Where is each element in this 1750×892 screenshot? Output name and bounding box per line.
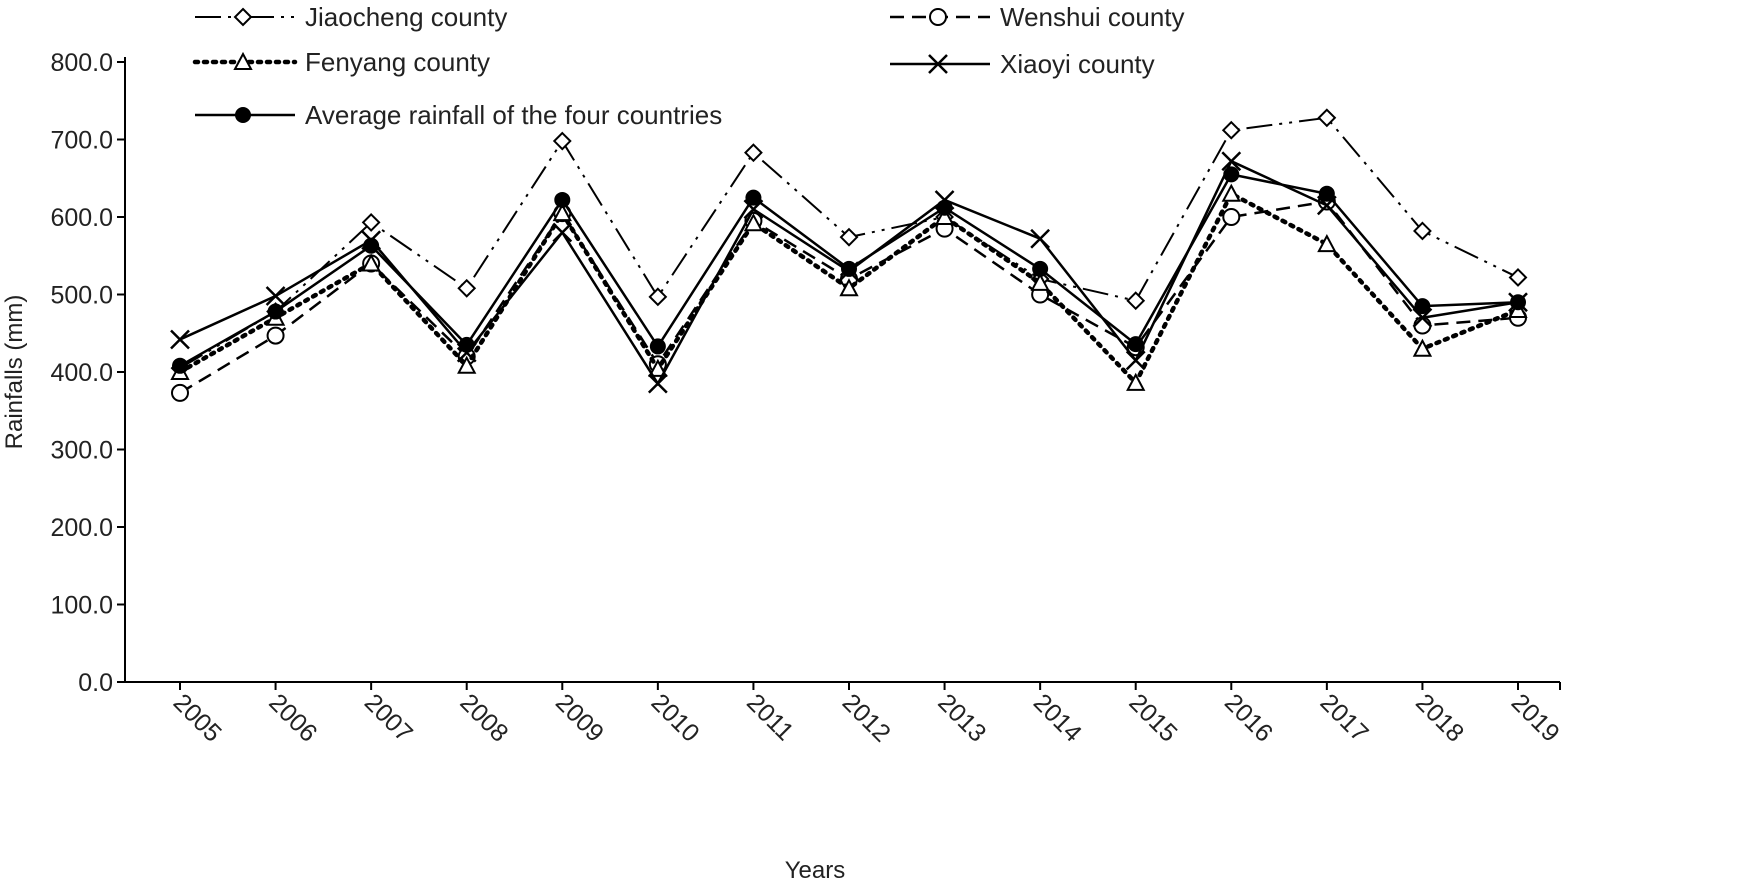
triangle-marker [1030,272,1050,291]
diamond-marker [552,131,572,151]
filled-circle-marker [745,189,762,206]
triangle-marker [648,358,668,377]
triangle-marker [361,253,381,272]
legend-label: Average rainfall of the four countries [305,100,722,130]
filled-circle-marker [235,107,251,123]
x-tick-label: 2016 [1219,688,1278,747]
legend-label: Xiaoyi county [1000,49,1155,79]
x-tick-label: 2019 [1506,688,1565,747]
legend-item: Average rainfall of the four countries [195,100,722,130]
triangle-marker [1126,372,1146,391]
filled-circle-marker [649,338,666,355]
triangle-marker [934,206,955,225]
x-tick-label: 2014 [1028,688,1087,747]
y-tick-label: 800.0 [50,49,113,77]
filled-circle-marker [1510,294,1526,311]
filled-circle-marker [1318,185,1335,202]
x-axis-label: Years [785,857,846,884]
filled-circle-marker [458,336,475,353]
legend-item: Jiaocheng county [195,2,507,32]
y-tick-label: 600.0 [50,204,113,232]
circle-marker [1222,208,1241,226]
diamond-marker [648,287,668,307]
diamond-marker [457,278,477,298]
diamond-marker [1221,120,1241,140]
triangle-marker [1317,234,1337,253]
triangle-marker [743,213,764,232]
y-axis-label: Rainfalls (mm) [1,295,28,450]
x-tick-label: 2008 [454,688,513,747]
series-fenyang-county [170,183,1528,391]
diamond-marker [744,143,763,163]
triangle-marker [552,203,572,222]
y-tick-label: 200.0 [50,514,113,542]
triangle-marker [839,278,859,297]
legend-label: Fenyang county [305,47,490,77]
diamond-marker [1413,221,1432,241]
x-marker [1030,228,1051,249]
diamond-marker [361,213,381,232]
filled-circle-marker [1223,166,1240,183]
x-marker [265,286,286,306]
axes: 0.0 100.0 200.0 300.0 400.0 500.0 600.0 700.0 80… [50,49,1564,748]
legend-item: Fenyang county [192,47,490,77]
x-tick-label: 2015 [1123,688,1182,747]
x-tick-label: 2017 [1315,688,1374,747]
y-tick-label: 500.0 [50,282,113,310]
circle-marker [171,383,189,402]
y-tick-label: 100.0 [50,592,113,620]
triangle-marker [457,355,477,374]
x-tick-label: 2013 [932,688,991,747]
circle-marker [1413,316,1432,335]
filled-circle-marker [172,357,188,374]
circle-marker [929,8,947,26]
diamond-marker [1317,108,1337,128]
filled-circle-marker [554,191,571,208]
filled-circle-marker [1032,260,1049,277]
legend: Jiaocheng county Wenshui county Fenyang co… [192,2,1185,130]
x-tick-label: 2005 [168,688,227,747]
x-tick-label: 2006 [263,688,322,747]
x-tick-label: 2009 [550,688,609,747]
x-tick-label: 2007 [359,688,418,747]
x-tick-label: 2018 [1410,688,1469,747]
legend-item: Wenshui county [890,2,1185,32]
x-marker [1125,350,1146,371]
y-tick-label: 0.0 [78,669,113,697]
x-marker [170,329,190,350]
diamond-marker [1126,291,1146,311]
x-tick-label: 2012 [837,688,896,747]
filled-circle-marker [841,260,857,277]
x-marker [1221,151,1242,172]
x-marker [552,222,573,243]
filled-circle-marker [1127,336,1144,353]
series-layer [170,108,1528,402]
filled-circle-marker [936,199,953,216]
series-average-rainfall-of-the-four-countries [172,166,1526,374]
y-tick-label: 700.0 [50,127,113,155]
x-tick-label: 2010 [646,688,705,747]
circle-marker [266,326,285,345]
triangle-marker [1221,183,1241,202]
legend-label: Jiaocheng county [305,2,507,32]
x-marker [928,54,948,74]
filled-circle-marker [1414,298,1431,315]
x-tick-label: 2011 [741,688,799,746]
diamond-marker [1508,268,1528,287]
triangle-marker [1412,338,1433,357]
y-tick-label: 300.0 [50,437,113,465]
diamond-marker [839,227,859,247]
diamond-marker [233,7,253,27]
legend-item: Xiaoyi county [890,49,1155,79]
x-marker [1412,307,1433,328]
filled-circle-marker [267,303,284,320]
y-tick-label: 400.0 [50,359,113,387]
legend-label: Wenshui county [1000,2,1185,32]
filled-circle-marker [363,237,380,254]
x-marker [647,373,668,394]
triangle-marker [233,51,253,70]
